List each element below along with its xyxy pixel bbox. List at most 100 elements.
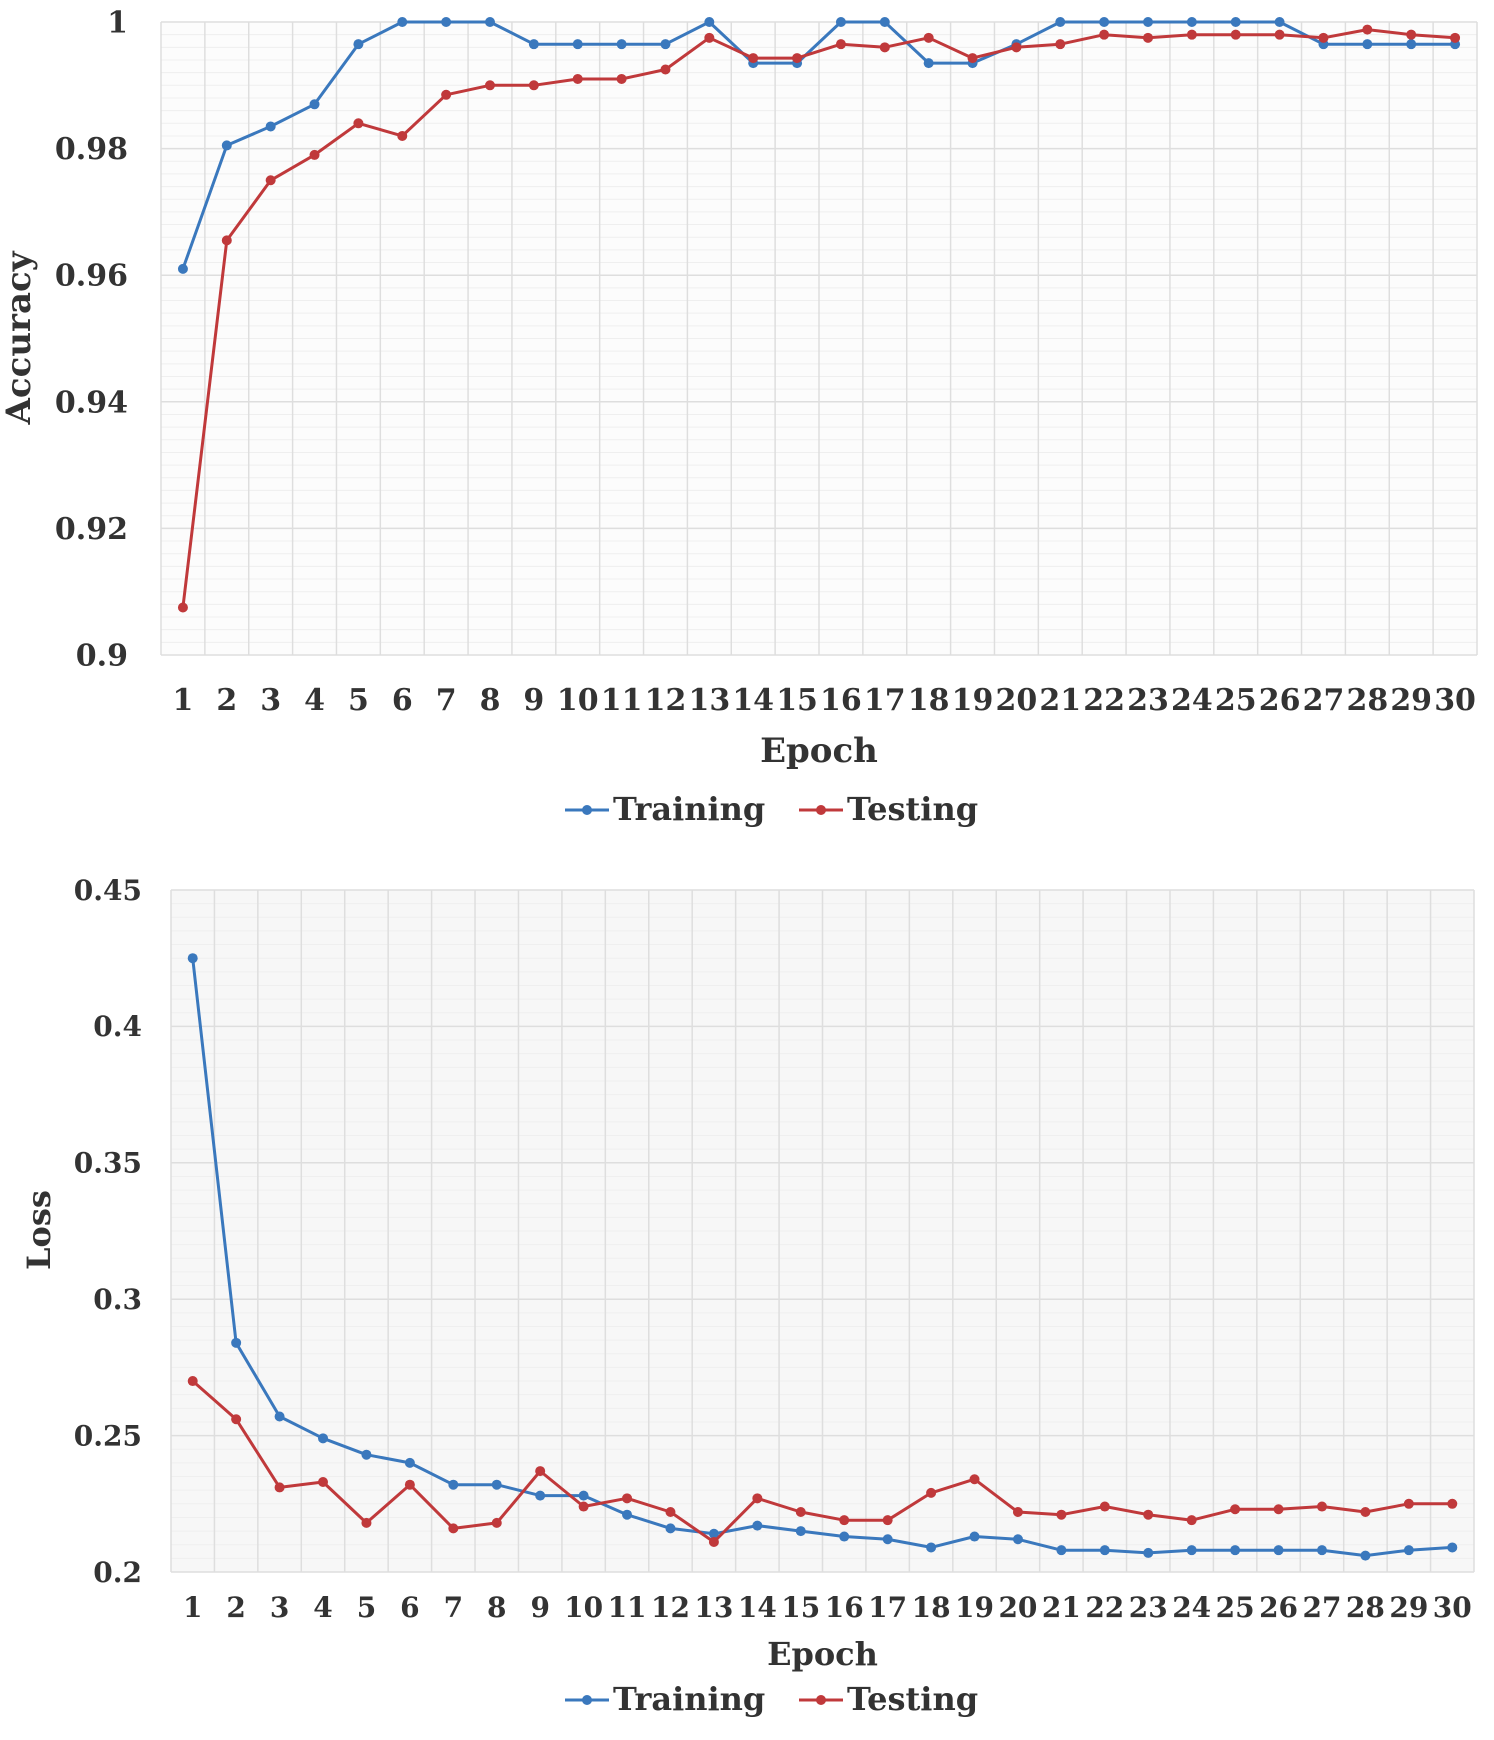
data-point-training	[704, 17, 715, 27]
data-point-testing	[1056, 1509, 1067, 1520]
x-tick-label: 21	[1039, 683, 1081, 718]
data-point-training	[708, 1528, 719, 1539]
legend-swatch-marker	[582, 1695, 592, 1705]
data-point-training	[839, 1531, 850, 1542]
data-point-training	[835, 17, 846, 27]
data-point-training	[528, 39, 539, 50]
data-point-testing	[1403, 1498, 1414, 1509]
data-point-training	[1273, 1545, 1284, 1556]
legend-swatch-marker	[816, 1695, 826, 1705]
legend-swatch-marker	[816, 805, 826, 815]
data-point-testing	[1450, 32, 1461, 43]
x-tick-label: 1	[183, 1591, 202, 1624]
x-tick-label: 29	[1390, 683, 1432, 718]
data-point-testing	[752, 1493, 763, 1504]
data-point-training	[221, 140, 232, 151]
x-tick-label: 6	[392, 683, 413, 718]
data-point-training	[274, 1411, 285, 1422]
x-tick-label: 4	[304, 683, 325, 718]
legend-entry-training: Training	[565, 790, 765, 828]
data-point-training	[660, 39, 671, 50]
series-line-testing	[191, 1379, 1453, 1544]
data-point-training	[397, 17, 408, 27]
x-tick-label: 6	[400, 1591, 419, 1624]
x-tick-label: 7	[436, 683, 457, 718]
y-tick-label: 0.92	[55, 512, 128, 547]
data-point-testing	[923, 32, 934, 43]
data-point-training	[318, 1433, 329, 1444]
data-point-testing	[1099, 29, 1110, 40]
y-tick-label: 0.9	[76, 639, 128, 674]
data-point-testing	[1055, 39, 1066, 50]
data-point-training	[1012, 1534, 1023, 1545]
data-point-testing	[221, 235, 232, 246]
x-tick-label: 10	[564, 1591, 603, 1624]
data-point-testing	[441, 89, 452, 100]
x-tick-label: 24	[1172, 1591, 1211, 1624]
x-tick-label: 22	[1083, 683, 1125, 718]
x-tick-label: 15	[781, 1591, 820, 1624]
data-point-training	[1056, 1545, 1067, 1556]
y-axis-title: Accuracy	[0, 250, 39, 425]
x-tick-label: 2	[226, 1591, 245, 1624]
x-tick-label: 26	[1259, 683, 1301, 718]
x-tick-label: 27	[1302, 1591, 1341, 1624]
data-point-testing	[353, 118, 364, 129]
data-point-training	[1447, 1542, 1458, 1553]
data-point-testing	[926, 1487, 937, 1498]
data-point-testing	[1274, 29, 1285, 40]
data-point-training	[1099, 17, 1110, 27]
data-point-testing	[361, 1517, 372, 1528]
x-tick-label: 9	[530, 1591, 549, 1624]
data-point-training	[1230, 17, 1241, 27]
data-point-testing	[708, 1536, 719, 1547]
y-tick-label: 0.94	[55, 385, 128, 420]
data-point-testing	[616, 73, 627, 84]
x-tick-label: 30	[1434, 683, 1476, 718]
x-tick-label: 4	[313, 1591, 332, 1624]
x-axis-title: Epoch	[760, 731, 878, 771]
data-point-training	[361, 1449, 372, 1460]
x-tick-label: 19	[955, 1591, 994, 1624]
data-point-testing	[318, 1476, 329, 1487]
x-tick-label: 20	[998, 1591, 1037, 1624]
data-point-testing	[187, 1376, 198, 1387]
data-point-training	[622, 1509, 633, 1520]
x-tick-label: 8	[487, 1591, 506, 1624]
x-tick-label: 1	[172, 683, 193, 718]
data-point-training	[1274, 17, 1285, 27]
data-point-training	[752, 1520, 763, 1531]
data-point-training	[795, 1526, 806, 1537]
data-point-training	[231, 1337, 242, 1348]
x-tick-label: 29	[1389, 1591, 1428, 1624]
data-point-testing	[835, 39, 846, 50]
data-point-testing	[528, 80, 539, 91]
data-point-training	[177, 263, 188, 274]
x-tick-label: 17	[864, 683, 906, 718]
data-point-testing	[1012, 1506, 1023, 1517]
data-point-training	[491, 1479, 502, 1490]
legend-label: Testing	[847, 790, 978, 828]
data-point-testing	[1011, 42, 1022, 53]
x-tick-label: 7	[444, 1591, 463, 1624]
data-point-testing	[882, 1515, 893, 1526]
data-point-training	[485, 17, 495, 27]
data-point-testing	[1316, 1501, 1327, 1512]
data-point-testing	[309, 149, 320, 160]
data-point-testing	[660, 64, 671, 75]
data-point-testing	[1273, 1504, 1284, 1515]
data-point-training	[1186, 17, 1197, 27]
data-point-testing	[665, 1506, 676, 1517]
x-tick-label: 16	[825, 1591, 864, 1624]
x-tick-label: 12	[645, 683, 687, 718]
data-point-training	[353, 39, 364, 50]
data-point-training	[1360, 1550, 1371, 1561]
x-tick-label: 28	[1346, 683, 1388, 718]
data-point-testing	[969, 1474, 980, 1485]
y-tick-label: 0.45	[74, 874, 142, 907]
y-tick-label: 0.35	[74, 1147, 142, 1180]
x-tick-label: 18	[908, 683, 950, 718]
data-point-testing	[792, 53, 803, 64]
x-tick-label: 5	[357, 1591, 376, 1624]
x-tick-label: 3	[260, 683, 281, 718]
